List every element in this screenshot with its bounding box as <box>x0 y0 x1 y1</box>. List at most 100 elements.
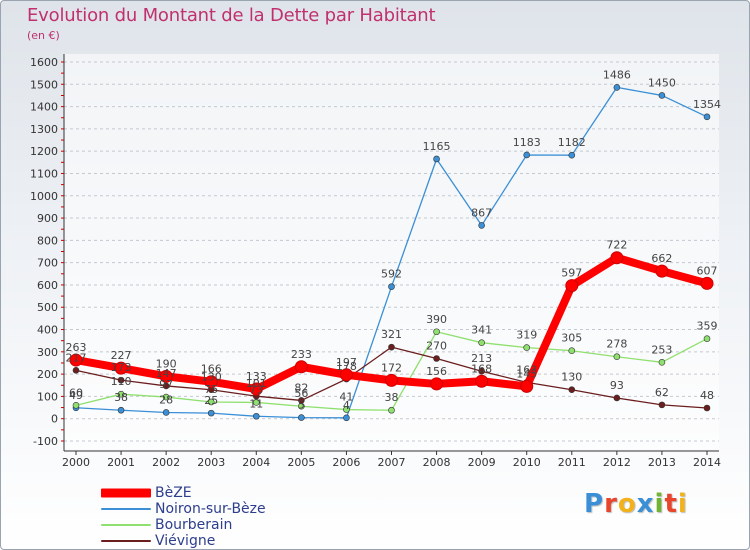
logo-letter: i <box>654 489 665 519</box>
x-tick-label: 2000 <box>62 456 90 469</box>
data-point-0 <box>159 369 173 383</box>
data-point-0 <box>565 279 579 293</box>
data-point-2 <box>523 344 531 351</box>
y-tick-label: 300 <box>37 346 58 359</box>
data-label: 97 <box>159 378 173 391</box>
data-label: 82 <box>294 381 308 394</box>
data-label: 166 <box>201 363 222 376</box>
data-point-0 <box>204 375 218 389</box>
data-label: 592 <box>381 268 402 281</box>
data-point-2 <box>343 406 350 413</box>
y-tick-label: 1300 <box>30 123 58 136</box>
chart-legend: BèZE Noiron-sur-Bèze Bourberain Viévigne <box>101 485 401 549</box>
data-point-0 <box>520 379 534 393</box>
data-label: 597 <box>561 267 582 280</box>
data-label: 1183 <box>513 136 541 149</box>
x-tick-label: 2002 <box>152 456 180 469</box>
data-point-3 <box>703 404 711 412</box>
x-tick-label: 2010 <box>513 456 541 469</box>
logo-letter: r <box>604 489 618 519</box>
data-label: 93 <box>610 379 624 392</box>
data-point-2 <box>117 390 125 398</box>
x-tick-label: 2005 <box>287 456 315 469</box>
logo-letter: i <box>677 489 688 519</box>
legend-swatch <box>101 524 151 526</box>
data-point-1 <box>252 412 260 420</box>
data-point-1 <box>388 283 395 291</box>
data-point-2 <box>613 353 621 361</box>
data-point-1 <box>343 414 350 422</box>
legend-swatch <box>101 508 151 510</box>
legend-label: BèZE <box>155 485 192 501</box>
data-point-0 <box>610 251 624 265</box>
data-label: 319 <box>516 329 537 342</box>
data-point-0 <box>430 377 444 391</box>
data-point-2 <box>658 359 666 366</box>
logo-letter: P <box>584 489 605 519</box>
data-label: 173 <box>111 361 132 374</box>
data-label: 263 <box>66 341 87 354</box>
y-tick-label: -100 <box>33 435 58 448</box>
y-tick-label: 500 <box>37 301 58 314</box>
y-tick-label: 600 <box>37 279 58 292</box>
y-tick-label: 200 <box>37 368 58 381</box>
x-tick-label: 2009 <box>468 456 496 469</box>
data-point-3 <box>388 343 395 351</box>
data-point-0 <box>700 276 714 290</box>
data-label: 172 <box>381 361 402 374</box>
data-point-1 <box>523 151 531 159</box>
data-label: 390 <box>426 313 447 326</box>
data-label: 147 <box>156 367 177 380</box>
x-tick-label: 2003 <box>197 456 225 469</box>
data-label: 1450 <box>648 76 676 89</box>
data-label: 38 <box>385 391 399 404</box>
y-tick-label: 700 <box>37 257 58 270</box>
data-point-1 <box>117 406 125 414</box>
legend-item: Noiron-sur-Bèze <box>101 501 401 517</box>
data-label: 722 <box>606 239 627 252</box>
y-tick-label: 400 <box>37 324 58 337</box>
data-point-2 <box>703 335 711 342</box>
data-point-1 <box>613 84 621 91</box>
data-label: 28 <box>159 393 173 406</box>
data-point-3 <box>613 394 621 402</box>
data-point-2 <box>207 398 215 406</box>
data-label: 1165 <box>423 140 451 153</box>
data-label: 190 <box>156 357 177 370</box>
data-label: 213 <box>471 352 492 365</box>
data-label: 305 <box>561 332 582 345</box>
data-label: 25 <box>204 394 218 407</box>
legend-item: Bourberain <box>101 517 401 533</box>
data-label: 4 <box>343 399 350 412</box>
legend-swatch <box>101 488 151 498</box>
proxiti-logo: Proxiti <box>584 489 688 519</box>
legend-label: Noiron-sur-Bèze <box>155 501 266 517</box>
data-label: 321 <box>381 328 402 341</box>
data-label: 11 <box>249 397 263 410</box>
y-tick-label: 1500 <box>30 78 58 91</box>
data-label: 145 <box>516 367 537 380</box>
data-label: 73 <box>249 383 263 396</box>
y-tick-label: 1400 <box>30 101 58 114</box>
data-point-2 <box>72 402 80 409</box>
data-point-2 <box>433 328 440 336</box>
data-label: 75 <box>204 383 218 396</box>
y-tick-label: 1200 <box>30 145 58 158</box>
y-tick-label: 1600 <box>30 56 58 69</box>
y-tick-label: 900 <box>37 212 58 225</box>
legend-label: Viévigne <box>155 533 216 549</box>
data-label: 156 <box>426 365 447 378</box>
data-label: 101 <box>246 377 267 390</box>
data-label: 197 <box>336 356 357 369</box>
data-label: 133 <box>246 370 267 383</box>
data-label: 110 <box>111 375 132 388</box>
data-point-1 <box>703 113 711 121</box>
logo-letter: x <box>636 489 655 519</box>
data-label: 163 <box>516 363 537 376</box>
data-label: 359 <box>697 320 718 333</box>
data-point-1 <box>478 222 485 229</box>
data-point-3 <box>658 401 666 409</box>
data-label: 130 <box>561 371 582 384</box>
